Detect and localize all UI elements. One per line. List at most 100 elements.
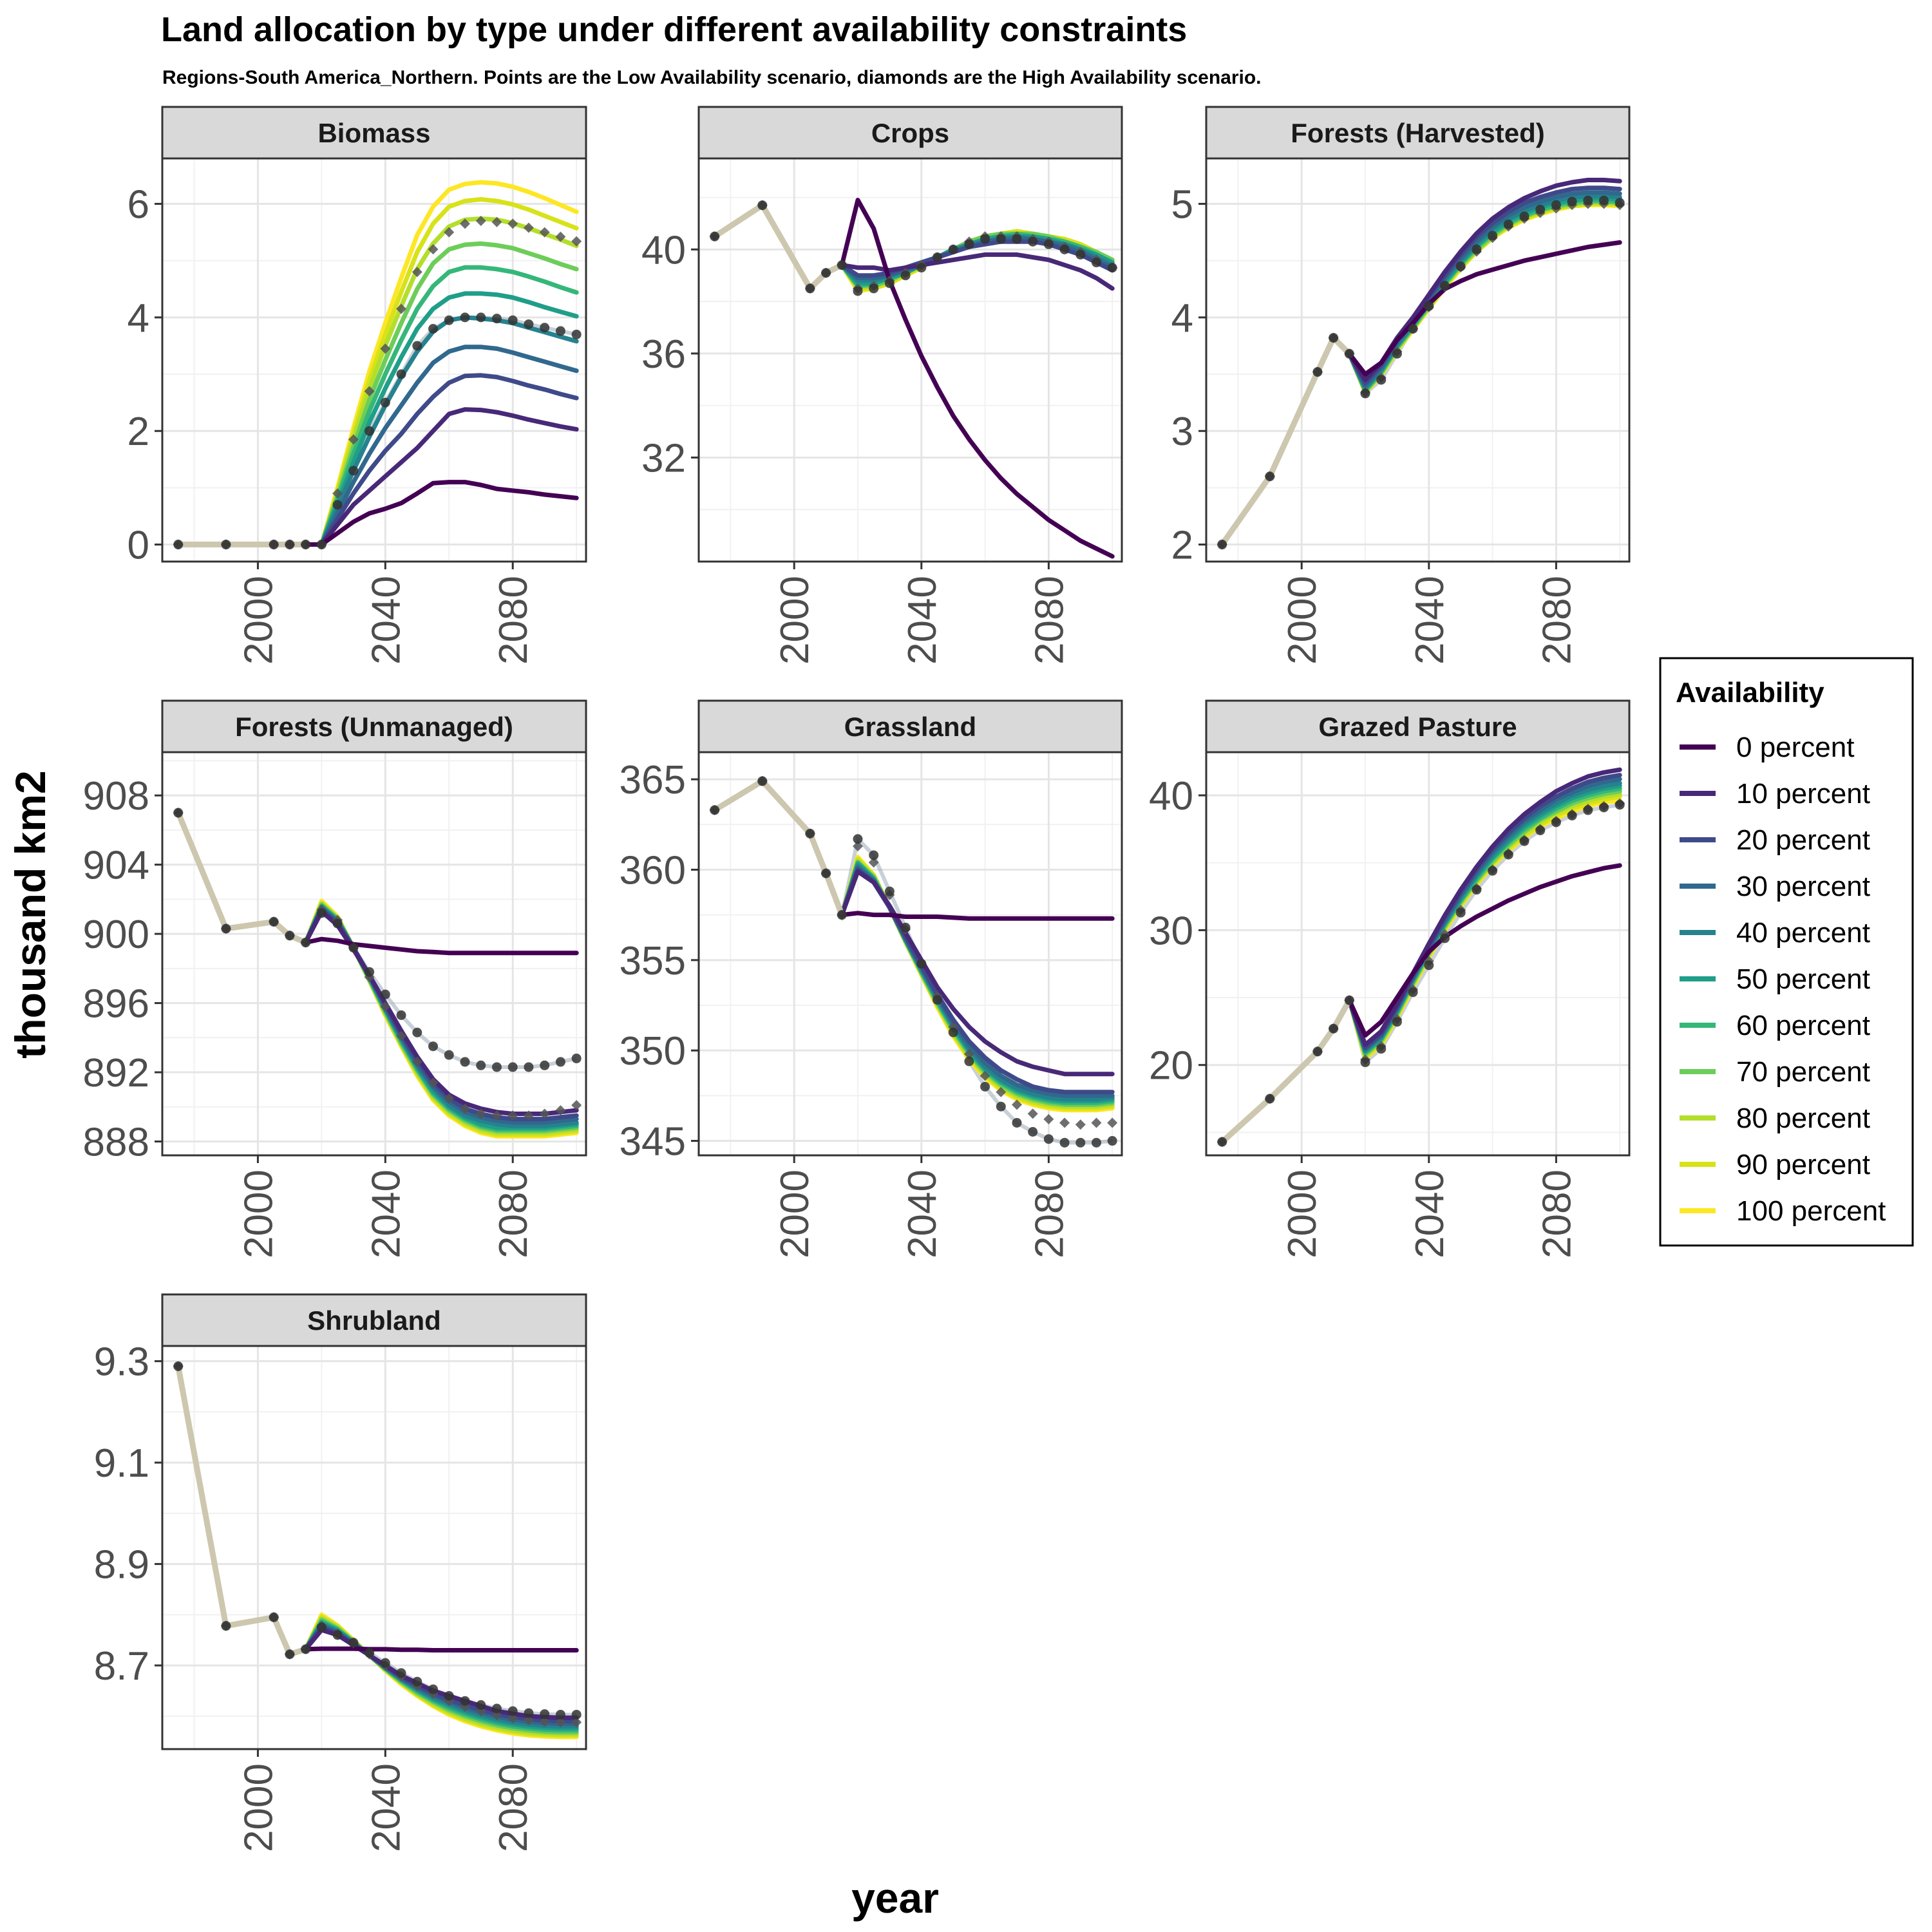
low-point-grassland-2005 bbox=[805, 828, 815, 838]
low-point-grazed-pasture-2095 bbox=[1598, 802, 1609, 813]
y-tick-label-grazed-pasture-1: 30 bbox=[1149, 909, 1193, 953]
high-diamond-shrubland-2100 bbox=[571, 1717, 582, 1728]
low-point-grazed-pasture-2015 bbox=[1344, 995, 1354, 1005]
high-diamond-grassland-2095 bbox=[1091, 1117, 1102, 1128]
low-point-shrubland-2065 bbox=[460, 1696, 470, 1706]
low-point-grazed-pasture-2025 bbox=[1376, 1044, 1387, 1054]
low-point-forests-unmanaged-2030 bbox=[348, 943, 359, 953]
high-diamond-grassland-2055 bbox=[963, 1048, 974, 1059]
low-point-grassland-2085 bbox=[1059, 1137, 1070, 1148]
low-point-crops-2080 bbox=[1043, 239, 1054, 249]
low-point-forests-unmanaged-2060 bbox=[444, 1050, 454, 1060]
strip-grassland bbox=[697, 699, 1123, 753]
low-point-biomass-2065 bbox=[460, 312, 470, 323]
grid-forests-harvested bbox=[1206, 158, 1629, 562]
low-point-forests-unmanaged-2040 bbox=[380, 989, 390, 999]
low-point-shrubland-2080 bbox=[507, 1706, 518, 1716]
panel-biomass: Biomass 0 2 4 6 2000 2040 2080 bbox=[128, 106, 587, 665]
y-tick-label-forests-harvested-3: 5 bbox=[1171, 183, 1193, 227]
high-diamond-biomass-2075 bbox=[491, 216, 502, 227]
panel-grassland: Grassland 345 350 355 360 365 2000 2040 2080 bbox=[620, 699, 1123, 1258]
y-tick-label-grassland-2: 355 bbox=[620, 939, 686, 983]
low-point-grazed-pasture-2040 bbox=[1424, 960, 1434, 971]
legend-label-30-percent: 30 percent bbox=[1736, 871, 1870, 902]
grid-forests-unmanaged bbox=[162, 752, 586, 1155]
x-tick-label-forests-harvested-1: 2040 bbox=[1408, 576, 1452, 665]
legend-label-60-percent: 60 percent bbox=[1736, 1010, 1870, 1041]
y-tick-label-biomass-0: 0 bbox=[128, 524, 149, 568]
x-tick-label-forests-unmanaged-1: 2040 bbox=[364, 1170, 408, 1258]
x-tick-label-biomass-2: 2080 bbox=[491, 576, 536, 665]
low-point-biomass-2070 bbox=[476, 312, 486, 323]
low-point-forests-unmanaged-1975 bbox=[173, 808, 184, 818]
high-diamond-grassland-2065 bbox=[996, 1086, 1007, 1097]
high-diamond-biomass-2065 bbox=[460, 218, 470, 229]
low-point-forests-harvested-2090 bbox=[1583, 195, 1593, 205]
high-diamond-forests-unmanaged-2100 bbox=[571, 1100, 582, 1111]
low-point-crops-2100 bbox=[1107, 263, 1117, 273]
panel-border-grazed-pasture bbox=[1205, 751, 1631, 1157]
x-tick-label-shrubland-0: 2000 bbox=[236, 1763, 281, 1852]
low-point-crops-2090 bbox=[1075, 249, 1086, 260]
x-tick-label-grassland-0: 2000 bbox=[773, 1170, 817, 1258]
x-axis-title: year bbox=[851, 1874, 939, 1922]
low-point-shrubland-2070 bbox=[476, 1700, 486, 1710]
low-point-biomass-2055 bbox=[428, 324, 439, 334]
high-diamond-forests-unmanaged-2085 bbox=[523, 1110, 534, 1121]
low-point-crops-1975 bbox=[710, 231, 720, 242]
low-point-forests-unmanaged-2100 bbox=[571, 1054, 582, 1064]
low-point-grassland-2025 bbox=[869, 850, 879, 860]
low-point-forests-unmanaged-2070 bbox=[476, 1060, 486, 1070]
strip-label-grassland: Grassland bbox=[844, 712, 976, 742]
low-point-forests-harvested-1975 bbox=[1217, 540, 1227, 550]
high-diamond-forests-unmanaged-2045 bbox=[396, 1030, 407, 1041]
low-point-grazed-pasture-2070 bbox=[1519, 836, 1530, 846]
low-point-forests-harvested-2030 bbox=[1392, 348, 1402, 359]
low-point-forests-harvested-2080 bbox=[1551, 200, 1561, 210]
x-tick-label-forests-harvested-0: 2000 bbox=[1280, 576, 1325, 665]
y-tick-label-forests-harvested-2: 4 bbox=[1171, 296, 1193, 341]
low-point-grassland-2070 bbox=[1012, 1117, 1022, 1128]
low-point-grassland-1990 bbox=[757, 776, 768, 786]
strip-label-shrubland: Shrubland bbox=[307, 1305, 441, 1336]
low-point-crops-2045 bbox=[932, 252, 942, 262]
high-diamond-biomass-2045 bbox=[396, 303, 407, 314]
high-diamond-biomass-2090 bbox=[539, 227, 550, 238]
panel-border-crops bbox=[697, 157, 1123, 563]
low-point-biomass-2030 bbox=[348, 466, 359, 476]
y-tick-label-forests-harvested-0: 2 bbox=[1171, 524, 1193, 568]
high-diamond-forests-unmanaged-2065 bbox=[460, 1103, 470, 1114]
low-point-biomass-2020 bbox=[316, 540, 327, 550]
low-point-forests-unmanaged-2095 bbox=[555, 1057, 565, 1067]
low-point-shrubland-2015 bbox=[301, 1644, 311, 1654]
high-diamond-grassland-2085 bbox=[1059, 1117, 1070, 1128]
panel-forests-harvested: Forests (Harvested) 2 3 4 5 2000 2040 2080 bbox=[1171, 106, 1631, 665]
y-tick-label-grassland-0: 345 bbox=[620, 1120, 686, 1164]
strip-grazed-pasture bbox=[1205, 699, 1631, 753]
high-diamond-biomass-2085 bbox=[523, 222, 534, 233]
low-point-grazed-pasture-2080 bbox=[1551, 817, 1561, 828]
low-point-grazed-pasture-2085 bbox=[1567, 810, 1577, 820]
low-point-shrubland-2055 bbox=[428, 1684, 439, 1694]
low-point-shrubland-2085 bbox=[524, 1708, 534, 1718]
low-point-crops-2075 bbox=[1028, 236, 1038, 247]
low-point-crops-1990 bbox=[757, 200, 768, 211]
low-point-shrubland-2010 bbox=[285, 1649, 295, 1660]
grid-crops bbox=[699, 158, 1122, 562]
legend-title: Availability bbox=[1676, 677, 1824, 708]
low-point-forests-harvested-2065 bbox=[1503, 219, 1513, 229]
legend-label-70-percent: 70 percent bbox=[1736, 1056, 1870, 1088]
high-diamond-shrubland-2085 bbox=[523, 1715, 534, 1726]
high-diamond-biomass-2100 bbox=[571, 236, 582, 247]
low-point-forests-harvested-2040 bbox=[1424, 301, 1434, 311]
low-point-forests-unmanaged-2005 bbox=[269, 916, 279, 927]
y-tick-label-shrubland-0: 8.7 bbox=[94, 1644, 149, 1689]
low-point-forests-harvested-2075 bbox=[1535, 204, 1546, 214]
low-point-forests-harvested-2005 bbox=[1312, 367, 1323, 377]
low-point-crops-2015 bbox=[837, 260, 847, 270]
high-diamond-grassland-2090 bbox=[1075, 1119, 1086, 1130]
y-tick-label-biomass-2: 4 bbox=[128, 296, 149, 341]
low-point-crops-2030 bbox=[884, 278, 895, 289]
x-tick-label-shrubland-2: 2080 bbox=[491, 1763, 536, 1852]
legend-label-10-percent: 10 percent bbox=[1736, 778, 1870, 810]
